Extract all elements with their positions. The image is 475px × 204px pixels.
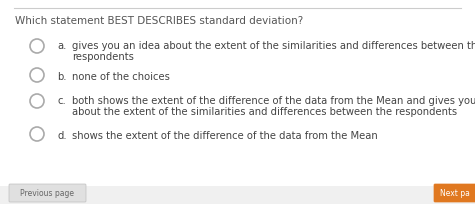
Text: shows the extent of the difference of the data from the Mean: shows the extent of the difference of th… bbox=[72, 131, 378, 141]
Text: b.: b. bbox=[57, 72, 67, 82]
Text: c.: c. bbox=[57, 96, 66, 106]
Text: none of the choices: none of the choices bbox=[72, 72, 170, 82]
Text: d.: d. bbox=[57, 131, 67, 141]
Text: Next pa: Next pa bbox=[440, 188, 470, 197]
Text: gives you an idea about the extent of the similarities and differences between t: gives you an idea about the extent of th… bbox=[72, 41, 475, 51]
Text: Previous page: Previous page bbox=[20, 188, 74, 197]
Text: a.: a. bbox=[57, 41, 67, 51]
FancyBboxPatch shape bbox=[434, 184, 475, 202]
Text: respondents: respondents bbox=[72, 52, 134, 62]
Text: both shows the extent of the difference of the data from the Mean and gives you : both shows the extent of the difference … bbox=[72, 96, 475, 106]
Text: about the extent of the similarities and differences between the respondents: about the extent of the similarities and… bbox=[72, 107, 457, 117]
FancyBboxPatch shape bbox=[9, 184, 86, 202]
Text: Which statement BEST DESCRIBES standard deviation?: Which statement BEST DESCRIBES standard … bbox=[15, 16, 303, 26]
